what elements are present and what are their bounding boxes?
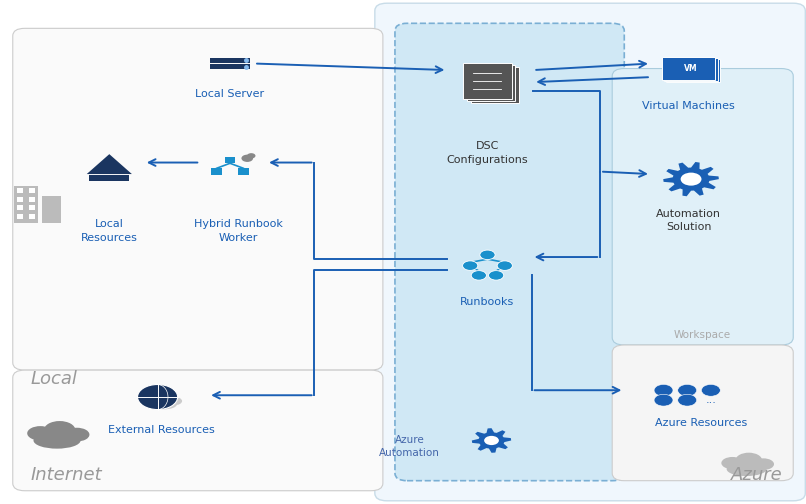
Polygon shape (87, 154, 132, 174)
Ellipse shape (155, 393, 173, 404)
Circle shape (654, 394, 673, 406)
Bar (42, 196, 61, 223)
Bar (664, 58, 717, 81)
Polygon shape (686, 174, 695, 184)
Bar (210, 58, 250, 63)
Ellipse shape (64, 428, 89, 442)
Ellipse shape (736, 453, 762, 468)
Circle shape (488, 271, 504, 280)
Circle shape (680, 172, 701, 185)
Bar (238, 168, 248, 175)
Text: External Resources: External Resources (108, 425, 215, 435)
Ellipse shape (167, 397, 182, 405)
Text: Azure Resources: Azure Resources (654, 418, 747, 428)
FancyBboxPatch shape (613, 69, 793, 345)
Circle shape (463, 261, 478, 271)
Circle shape (497, 261, 513, 271)
Circle shape (247, 153, 256, 158)
Bar (225, 157, 235, 163)
Ellipse shape (145, 396, 160, 405)
Text: VM: VM (684, 64, 698, 73)
Circle shape (484, 436, 499, 445)
FancyBboxPatch shape (395, 23, 625, 481)
Ellipse shape (44, 421, 75, 439)
Circle shape (138, 385, 177, 410)
Text: Runbooks: Runbooks (460, 297, 514, 307)
Text: Automation
Solution: Automation Solution (656, 209, 721, 232)
Bar (29, 188, 35, 194)
Bar (15, 185, 38, 223)
Circle shape (242, 155, 253, 162)
FancyBboxPatch shape (13, 370, 383, 491)
Bar (17, 197, 23, 202)
Bar (89, 175, 129, 180)
Polygon shape (472, 428, 511, 453)
FancyBboxPatch shape (13, 28, 383, 370)
Text: Azure: Azure (731, 466, 783, 484)
Ellipse shape (721, 457, 743, 469)
Text: Hybrid Runbook
Worker: Hybrid Runbook Worker (193, 219, 282, 242)
Bar (463, 63, 512, 99)
Ellipse shape (753, 458, 774, 470)
Text: Local: Local (31, 370, 77, 388)
Circle shape (678, 385, 696, 396)
Bar (210, 64, 250, 69)
Bar (662, 57, 715, 80)
Bar (29, 205, 35, 210)
Bar (211, 168, 222, 175)
Text: Internet: Internet (31, 466, 102, 484)
Text: ...: ... (705, 395, 717, 405)
Text: Local Server: Local Server (195, 89, 264, 99)
Bar (29, 197, 35, 202)
Bar (471, 67, 519, 103)
Circle shape (678, 394, 696, 406)
Ellipse shape (34, 432, 81, 449)
Ellipse shape (727, 462, 767, 476)
Text: Local
Resources: Local Resources (81, 219, 138, 242)
Text: DSC
Configurations: DSC Configurations (447, 142, 528, 165)
Text: Virtual Machines: Virtual Machines (642, 101, 735, 111)
Circle shape (480, 250, 495, 260)
Ellipse shape (27, 426, 53, 440)
Text: Workspace: Workspace (674, 330, 731, 340)
Bar (17, 205, 23, 210)
Ellipse shape (149, 400, 177, 409)
Bar (467, 65, 516, 101)
Bar (29, 214, 35, 219)
Bar (667, 59, 720, 83)
Circle shape (701, 385, 721, 396)
Polygon shape (663, 162, 719, 196)
Circle shape (654, 385, 673, 396)
Bar (17, 188, 23, 194)
FancyBboxPatch shape (613, 345, 793, 481)
Circle shape (472, 271, 487, 280)
Text: Azure
Automation: Azure Automation (379, 435, 440, 458)
FancyBboxPatch shape (375, 3, 805, 501)
Bar (17, 214, 23, 219)
